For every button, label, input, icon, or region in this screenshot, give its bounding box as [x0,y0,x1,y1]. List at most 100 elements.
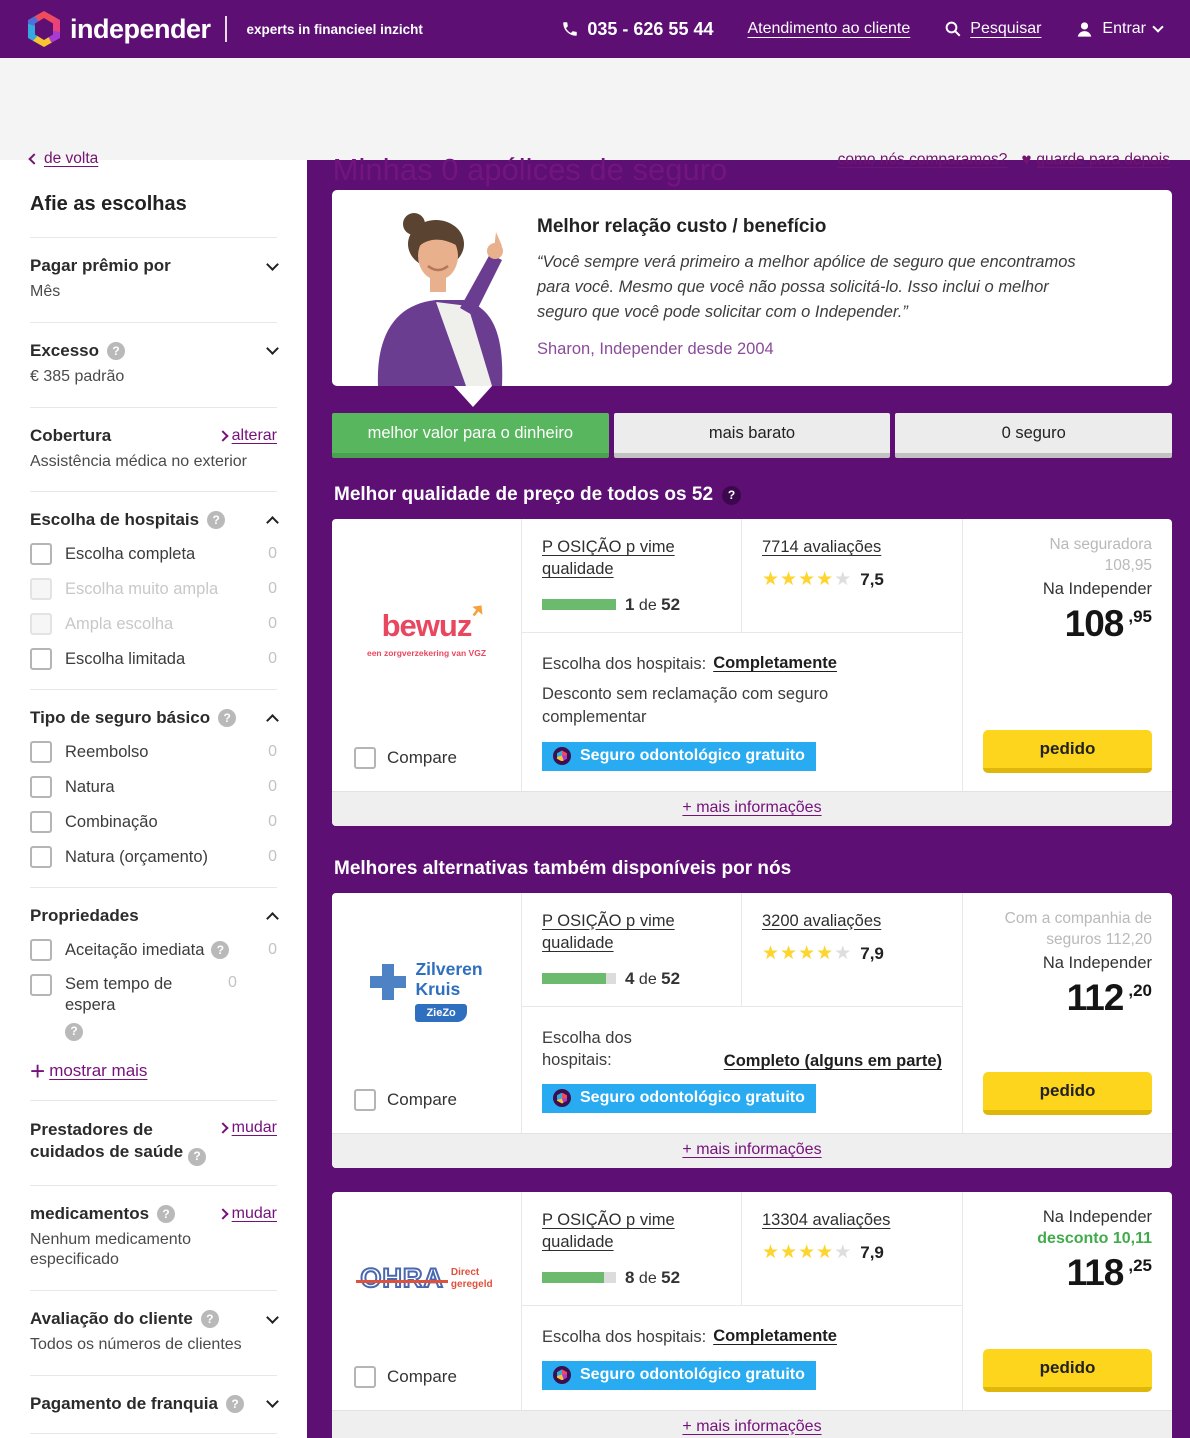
independer-price-label: Na Independer [1042,1208,1152,1227]
help-icon[interactable]: ? [65,1022,83,1041]
chevron-down-icon[interactable] [266,257,279,271]
tab-cheapest[interactable]: mais barato [613,413,891,458]
help-icon[interactable]: ? [211,941,230,960]
reviews-link[interactable]: 13304 avaliações [762,1211,891,1230]
filter-option: Reembolso 0 [30,741,277,764]
rank-progress-bar [542,1272,616,1284]
free-dental-badge: Seguro odontológico gratuito [542,1084,816,1114]
search-icon [945,21,961,37]
position-quality-link[interactable]: P OSIÇÃO p vime qualidade [542,1211,675,1252]
order-button[interactable]: pedido [983,1348,1152,1392]
how-we-compare-link[interactable]: como nós comparamos? [837,151,1008,168]
change-providers-link[interactable]: mudar [216,1119,277,1137]
bewuz-arrow-icon [469,601,487,619]
hospital-choice-value[interactable]: Completamente [713,654,837,673]
compare-control[interactable]: Compare [332,746,521,791]
independer-price-label: Na Independer [1042,953,1152,972]
compare-checkbox[interactable] [354,1089,376,1112]
customer-service-link[interactable]: Atendimento ao cliente [747,20,911,37]
help-icon[interactable]: ? [200,1310,219,1329]
chevron-down-icon[interactable] [266,342,279,356]
more-info-link[interactable]: + mais informações [682,1141,822,1159]
chevron-right-icon [216,429,229,442]
help-icon[interactable]: ? [188,1147,207,1166]
checkbox[interactable] [30,613,52,636]
star-rating-icon: ★★★★★ [762,943,853,965]
chevron-up-icon[interactable] [266,714,279,727]
position-quality-link[interactable]: P OSIÇÃO p vime qualidade [542,538,675,579]
help-icon[interactable]: ? [207,511,226,530]
card-footer: + mais informações [332,1133,1172,1169]
filter-option: Escolha completa 0 [30,543,277,566]
checkbox[interactable] [30,543,52,566]
tab-best-value[interactable]: melhor valor para o dinheiro [332,413,609,458]
filter-deductible-payment: Pagamento de franquia ? [30,1374,279,1433]
card-footer: + mais informações [332,1409,1172,1438]
bewuz-logo: bewuz een zorgverzekering van VGZ [332,519,521,747]
more-info-link[interactable]: + mais informações [682,798,822,816]
checkbox[interactable] [30,811,52,834]
help-icon[interactable]: ? [218,709,237,728]
compare-control[interactable]: Compare [332,1089,521,1133]
speech-bubble-tail [454,386,492,407]
insurer-price-note: Com a companhia de seguros 112,20 [1004,909,1152,948]
checkbox[interactable] [30,846,52,869]
chevron-up-icon[interactable] [266,516,279,529]
hospital-choice-value[interactable]: Completamente [713,1327,837,1346]
checkbox[interactable] [30,741,52,764]
insurance-card-ohra: OHRA Direct geregeld Compare P OSIÇÃO p v… [332,1192,1172,1438]
compare-checkbox[interactable] [354,1365,376,1388]
filter-value: € 385 padrão [30,367,125,385]
checkbox[interactable] [30,648,52,671]
reviews-link[interactable]: 3200 avaliações [762,911,882,930]
chevron-down-icon [1152,21,1164,33]
order-button[interactable]: pedido [983,1072,1152,1116]
independer-hexagon-icon [28,11,60,47]
chevron-down-icon[interactable] [266,1395,279,1409]
help-icon[interactable]: ? [722,485,742,505]
filter-value: Mês [30,283,61,300]
zilveren-kruis-logo: Zilveren Kruis ZieZo [332,893,521,1089]
compare-checkbox[interactable] [354,746,376,769]
change-medication-link[interactable]: mudar [216,1205,277,1223]
save-for-later-link[interactable]: guarde para depois [1036,151,1170,168]
price-amount: 112,20 [1066,976,1152,1018]
reviews-link[interactable]: 7714 avaliações [762,538,882,556]
chevron-up-icon[interactable] [266,912,279,925]
rating-score: 7,9 [860,1242,884,1262]
compare-control[interactable]: Compare [332,1365,521,1410]
insurer-price-note: Na seguradora 108,95 [1049,536,1152,574]
more-info-link[interactable]: + mais informações [682,1417,822,1435]
show-more-link[interactable]: + mostrar mais [30,1055,148,1086]
change-coverage-link[interactable]: alterar [216,427,277,445]
help-icon[interactable]: ? [107,341,125,360]
phone-number[interactable]: 035 - 626 55 44 [561,19,713,40]
hospital-choice-label: Escolha dos hospitais: [542,1028,632,1069]
filter-coverage: Cobertura alterar Assistência médica no … [30,406,277,492]
tab-zero-insurance[interactable]: 0 seguro [895,413,1173,458]
search-control[interactable]: Pesquisar [944,20,1041,38]
checkbox[interactable] [30,776,52,799]
position-quality-link[interactable]: P OSIÇÃO p vime qualidade [542,911,675,953]
rank-progress-bar [542,599,616,611]
chevron-down-icon[interactable] [266,1310,279,1324]
quote-text: “Você sempre verá primeiro a melhor apól… [537,253,1076,321]
checkbox[interactable] [30,578,52,601]
discount-amount: desconto 10,11 [1037,1230,1152,1248]
help-icon[interactable]: ? [157,1204,176,1223]
sort-tabs: melhor valor para o dinheiro mais barato… [332,413,1173,458]
independer-badge-icon [553,746,571,765]
chevron-right-icon [216,1121,229,1134]
hospital-choice-value[interactable]: Completo (alguns em parte) [723,1052,942,1071]
order-button[interactable]: pedido [983,729,1152,773]
checkbox[interactable] [30,939,52,962]
brand-logo[interactable]: independer experts in financieel inzicht [28,11,423,47]
independer-price-label: Na Independer [1042,579,1152,598]
chevron-right-icon [216,1207,229,1220]
help-icon[interactable]: ? [225,1394,244,1413]
back-link[interactable]: de volta [28,150,98,168]
checkbox[interactable] [30,974,52,997]
filter-value: Nenhum medicamento especificado [30,1230,191,1269]
page-title: Minhas 0 apólices de seguro [332,152,728,187]
login-menu[interactable]: Entrar [1075,20,1164,39]
